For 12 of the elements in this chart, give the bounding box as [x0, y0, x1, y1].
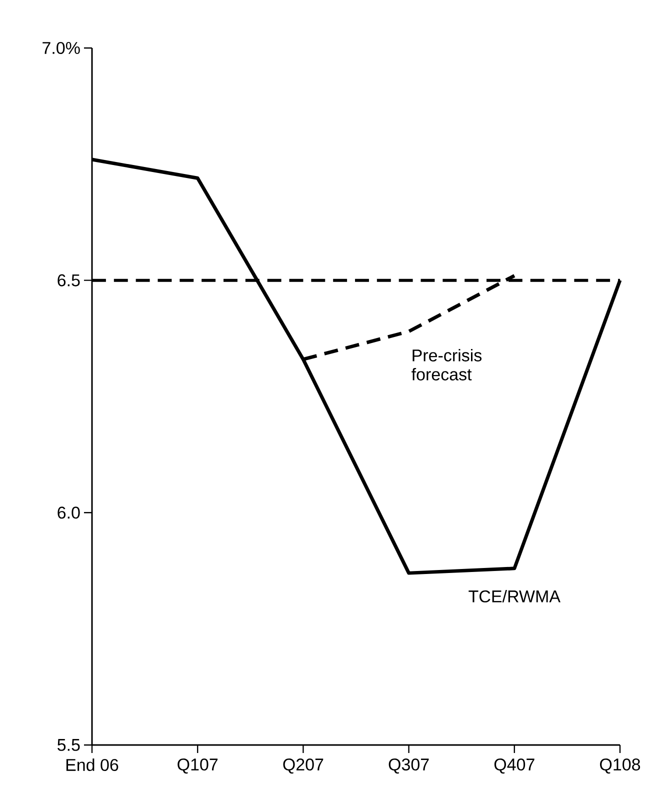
series-label: TCE/RWMA [468, 590, 560, 602]
y-tick-label: 5.5 [58, 739, 80, 751]
x-tick-label: Q107 [178, 758, 218, 774]
y-tick-label: 6.5 [58, 274, 80, 286]
y-tick-label: 6.0 [58, 506, 80, 519]
x-tick-label: End 06 [66, 758, 118, 772]
series-label: Pre-crisis forecast [412, 348, 482, 380]
x-tick-label: Q407 [494, 758, 534, 774]
x-tick-label: Q307 [388, 758, 429, 774]
x-tick-label: Q108 [600, 758, 640, 774]
x-tick-label: Q207 [283, 758, 324, 774]
y-tick-label: 7.0% [42, 42, 80, 54]
